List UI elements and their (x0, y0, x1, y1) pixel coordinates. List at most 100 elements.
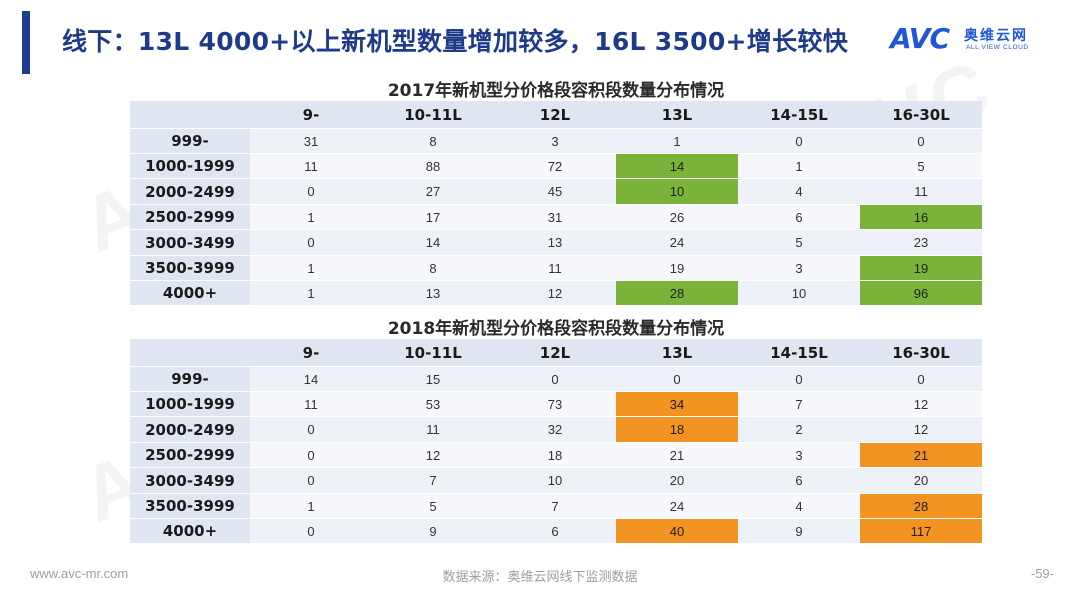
data-cell: 11 (250, 154, 372, 179)
column-header: 13L (616, 101, 738, 129)
table-row: 2000-2499 0 27 45 10 4 11 (130, 179, 982, 205)
data-cell: 2 (738, 417, 860, 443)
data-cell: 32 (494, 417, 616, 443)
column-header: 16-30L (860, 101, 982, 129)
data-cell: 1 (250, 494, 372, 519)
data-cell: 88 (372, 154, 494, 179)
table-row: 1000-1999 11 53 73 34 7 12 (130, 392, 982, 417)
data-cell: 26 (616, 205, 738, 230)
data-cell: 0 (250, 519, 372, 544)
row-header-price-range: 1000-1999 (130, 392, 250, 417)
data-cell: 17 (372, 205, 494, 230)
data-cell: 0 (616, 367, 738, 392)
data-cell: 15 (372, 367, 494, 392)
data-cell: 0 (738, 367, 860, 392)
highlighted-data-cell: 40 (616, 519, 738, 544)
data-cell: 13 (372, 281, 494, 306)
table-row: 2000-2499 0 11 32 18 2 12 (130, 417, 982, 443)
highlighted-data-cell: 117 (860, 519, 982, 544)
data-cell: 3 (494, 129, 616, 154)
column-header: 9- (250, 101, 372, 129)
row-header-price-range: 2000-2499 (130, 417, 250, 443)
data-cell: 19 (616, 256, 738, 281)
data-cell: 11 (372, 417, 494, 443)
column-header: 10-11L (372, 101, 494, 129)
table-title-2018: 2018年新机型分价格段容积段数量分布情况 (387, 319, 725, 339)
highlighted-data-cell: 21 (860, 443, 982, 468)
table-row: 999- 14 15 0 0 0 0 (130, 367, 982, 392)
data-cell: 7 (494, 494, 616, 519)
highlighted-data-cell: 14 (616, 154, 738, 179)
row-header-price-range: 3000-3499 (130, 230, 250, 256)
data-cell: 9 (738, 519, 860, 544)
data-cell: 14 (372, 230, 494, 256)
highlighted-data-cell: 96 (860, 281, 982, 306)
table-row: 3500-3999 1 8 11 19 3 19 (130, 256, 982, 281)
table-row: 1000-1999 11 88 72 14 1 5 (130, 154, 982, 179)
data-cell: 7 (738, 392, 860, 417)
highlighted-data-cell: 28 (860, 494, 982, 519)
data-cell: 0 (860, 129, 982, 154)
data-cell: 5 (860, 154, 982, 179)
column-header: 9- (250, 339, 372, 367)
row-header-price-range: 4000+ (130, 519, 250, 544)
row-header-price-range: 1000-1999 (130, 154, 250, 179)
table-row: 3000-3499 0 7 10 20 6 20 (130, 468, 982, 494)
data-cell: 3 (738, 443, 860, 468)
data-cell: 9 (372, 519, 494, 544)
data-cell: 8 (372, 129, 494, 154)
data-cell: 45 (494, 179, 616, 205)
data-cell: 0 (250, 179, 372, 205)
table-header-row: 9- 10-11L 12L 13L 14-15L 16-30L (130, 101, 982, 129)
data-cell: 0 (738, 129, 860, 154)
row-header-price-range: 4000+ (130, 281, 250, 306)
column-header: 13L (616, 339, 738, 367)
logo-chinese-name: 奥维云网 (964, 28, 1028, 44)
data-cell: 18 (494, 443, 616, 468)
data-cell: 0 (250, 443, 372, 468)
data-source-note: 数据来源：奥维云网线下监测数据 (442, 570, 638, 585)
distribution-table-2018: 9- 10-11L 12L 13L 14-15L 16-30L 999- 14 15 0 0 0 0 1… (130, 339, 982, 544)
accent-bar (22, 11, 30, 74)
data-cell: 12 (494, 281, 616, 306)
data-cell: 3 (738, 256, 860, 281)
data-cell: 4 (738, 494, 860, 519)
data-cell: 31 (494, 205, 616, 230)
row-header-price-range: 2000-2499 (130, 179, 250, 205)
data-cell: 1 (250, 205, 372, 230)
row-header-price-range: 2500-2999 (130, 205, 250, 230)
data-cell: 21 (616, 443, 738, 468)
highlighted-data-cell: 16 (860, 205, 982, 230)
data-cell: 73 (494, 392, 616, 417)
data-cell: 0 (250, 468, 372, 494)
header-corner-cell (130, 339, 250, 367)
website-url: www.avc-mr.com (30, 566, 129, 581)
table-title-2017: 2017年新机型分价格段容积段数量分布情况 (387, 81, 725, 101)
highlighted-data-cell: 10 (616, 179, 738, 205)
table-header-row: 9- 10-11L 12L 13L 14-15L 16-30L (130, 339, 982, 367)
table-row: 2500-2999 0 12 18 21 3 21 (130, 443, 982, 468)
table-row: 999- 31 8 3 1 0 0 (130, 129, 982, 154)
highlighted-data-cell: 19 (860, 256, 982, 281)
data-cell: 6 (738, 468, 860, 494)
data-cell: 7 (372, 468, 494, 494)
highlighted-data-cell: 18 (616, 417, 738, 443)
column-header: 14-15L (738, 339, 860, 367)
data-cell: 10 (494, 468, 616, 494)
data-cell: 0 (860, 367, 982, 392)
data-cell: 12 (372, 443, 494, 468)
data-cell: 23 (860, 230, 982, 256)
data-cell: 1 (250, 281, 372, 306)
highlighted-data-cell: 28 (616, 281, 738, 306)
data-cell: 20 (860, 468, 982, 494)
column-header: 12L (494, 339, 616, 367)
column-header: 10-11L (372, 339, 494, 367)
column-header: 12L (494, 101, 616, 129)
row-header-price-range: 3500-3999 (130, 494, 250, 519)
data-cell: 5 (372, 494, 494, 519)
data-cell: 13 (494, 230, 616, 256)
data-cell: 11 (250, 392, 372, 417)
data-cell: 11 (494, 256, 616, 281)
table-row: 2500-2999 1 17 31 26 6 16 (130, 205, 982, 230)
data-cell: 72 (494, 154, 616, 179)
